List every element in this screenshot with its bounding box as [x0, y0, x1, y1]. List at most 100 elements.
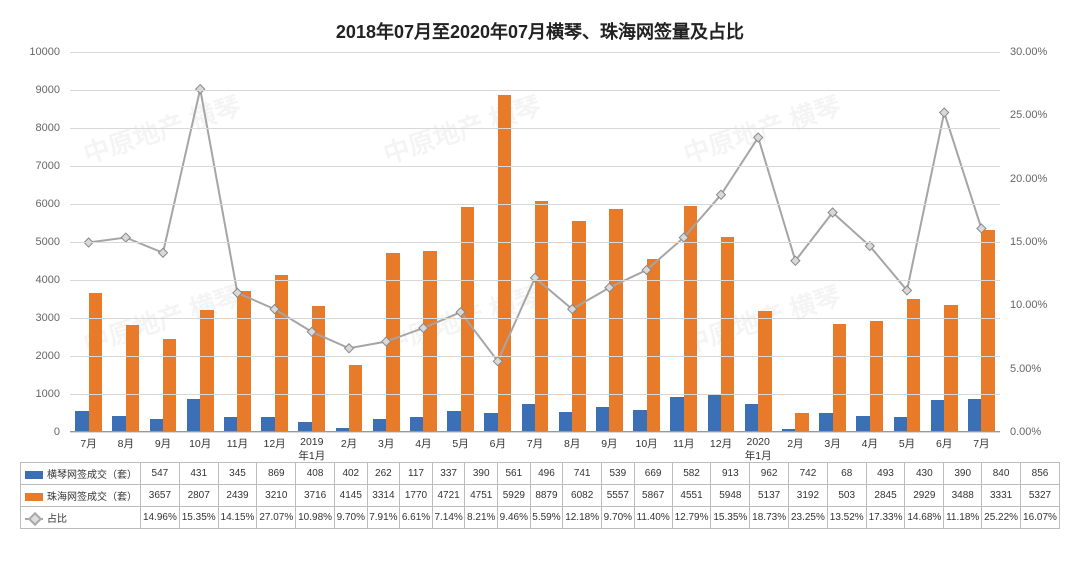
data-cell: 3657	[141, 485, 180, 507]
data-cell: 5327	[1021, 485, 1060, 507]
data-cell: 561	[498, 463, 531, 485]
data-cell: 390	[944, 463, 982, 485]
data-cell: 117	[400, 463, 433, 485]
data-cell: 913	[711, 463, 750, 485]
ratio-marker	[158, 248, 167, 257]
chart-container: 2018年07月至2020年07月横琴、珠海网签量及占比 中原地产 横琴 中原地…	[0, 0, 1080, 574]
data-cell: 1770	[400, 485, 433, 507]
x-category-label: 4月	[415, 436, 431, 451]
data-cell: 14.68%	[905, 507, 944, 529]
ratio-marker	[605, 283, 614, 292]
data-cell: 2439	[218, 485, 257, 507]
data-cell: 3210	[257, 485, 296, 507]
data-cell: 68	[827, 463, 866, 485]
x-category-label: 5月	[899, 436, 915, 451]
data-cell: 5867	[634, 485, 672, 507]
y-left-tick: 10000	[20, 46, 60, 58]
data-cell: 5929	[498, 485, 531, 507]
y-right-tick: 15.00%	[1010, 236, 1060, 248]
data-cell: 13.52%	[827, 507, 866, 529]
data-cell: 11.18%	[944, 507, 982, 529]
x-category-label: 11月	[673, 436, 694, 451]
x-category-label: 7月	[527, 436, 543, 451]
y-right-tick: 0.00%	[1010, 426, 1060, 438]
chart-title: 2018年07月至2020年07月横琴、珠海网签量及占比	[20, 18, 1060, 44]
y-left-tick: 0	[20, 426, 60, 438]
data-cell: 9.70%	[334, 507, 367, 529]
y-left-tick: 7000	[20, 160, 60, 172]
ratio-marker	[121, 233, 130, 242]
x-category-label: 2020年1月	[745, 436, 772, 463]
data-cell: 390	[465, 463, 498, 485]
ratio-marker	[270, 305, 279, 314]
data-table: 横琴网签成交（套）5474313458694084022621173373905…	[20, 462, 1060, 529]
y-right-tick: 5.00%	[1010, 363, 1060, 375]
data-cell: 345	[218, 463, 257, 485]
data-cell: 9.46%	[498, 507, 531, 529]
data-cell: 2929	[905, 485, 944, 507]
y-right-tick: 30.00%	[1010, 46, 1060, 58]
data-cell: 431	[179, 463, 218, 485]
x-category-label: 2月	[341, 436, 357, 451]
x-category-label: 8月	[564, 436, 580, 451]
x-category-label: 9月	[155, 436, 171, 451]
data-cell: 840	[982, 463, 1021, 485]
data-cell: 16.07%	[1021, 507, 1060, 529]
data-cell: 3192	[789, 485, 828, 507]
x-category-label: 10月	[636, 436, 658, 451]
x-category-label: 10月	[189, 436, 211, 451]
data-cell: 9.70%	[602, 507, 635, 529]
data-cell: 2845	[866, 485, 905, 507]
ratio-marker	[344, 344, 353, 353]
x-category-label: 9月	[601, 436, 617, 451]
x-category-label: 6月	[936, 436, 952, 451]
ratio-marker	[233, 288, 242, 297]
data-cell: 12.79%	[672, 507, 711, 529]
data-cell: 262	[367, 463, 400, 485]
y-left-tick: 4000	[20, 274, 60, 286]
legend-cell: 珠海网签成交（套）	[21, 485, 141, 507]
ratio-marker	[940, 108, 949, 117]
data-cell: 539	[602, 463, 635, 485]
data-cell: 337	[432, 463, 465, 485]
data-cell: 547	[141, 463, 180, 485]
data-cell: 496	[530, 463, 563, 485]
data-cell: 669	[634, 463, 672, 485]
legend-cell: 占比	[21, 507, 141, 529]
x-category-label: 2月	[787, 436, 803, 451]
x-category-label: 7月	[80, 436, 96, 451]
data-cell: 5948	[711, 485, 750, 507]
x-category-label: 3月	[378, 436, 394, 451]
data-cell: 2807	[179, 485, 218, 507]
y-left-tick: 8000	[20, 122, 60, 134]
data-cell: 4145	[334, 485, 367, 507]
data-cell: 3488	[944, 485, 982, 507]
data-cell: 8.21%	[465, 507, 498, 529]
legend-cell: 横琴网签成交（套）	[21, 463, 141, 485]
data-cell: 8879	[530, 485, 563, 507]
x-category-label: 8月	[118, 436, 134, 451]
data-cell: 5557	[602, 485, 635, 507]
y-left-tick: 2000	[20, 350, 60, 362]
ratio-line	[89, 89, 982, 361]
data-cell: 4751	[465, 485, 498, 507]
data-cell: 4721	[432, 485, 465, 507]
ratio-marker	[382, 337, 391, 346]
x-category-label: 3月	[824, 436, 840, 451]
data-cell: 7.14%	[432, 507, 465, 529]
data-cell: 14.96%	[141, 507, 180, 529]
y-right-tick: 25.00%	[1010, 109, 1060, 121]
x-category-label: 2019年1月	[298, 436, 325, 463]
data-cell: 10.98%	[296, 507, 335, 529]
data-cell: 7.91%	[367, 507, 400, 529]
y-axis-left: 0100020003000400050006000700080009000100…	[20, 52, 66, 432]
data-cell: 741	[563, 463, 602, 485]
x-category-label: 12月	[710, 436, 732, 451]
data-cell: 5.59%	[530, 507, 563, 529]
ratio-marker	[977, 224, 986, 233]
y-right-tick: 20.00%	[1010, 173, 1060, 185]
x-category-label: 11月	[227, 436, 248, 451]
data-cell: 962	[750, 463, 789, 485]
data-cell: 402	[334, 463, 367, 485]
data-cell: 493	[866, 463, 905, 485]
